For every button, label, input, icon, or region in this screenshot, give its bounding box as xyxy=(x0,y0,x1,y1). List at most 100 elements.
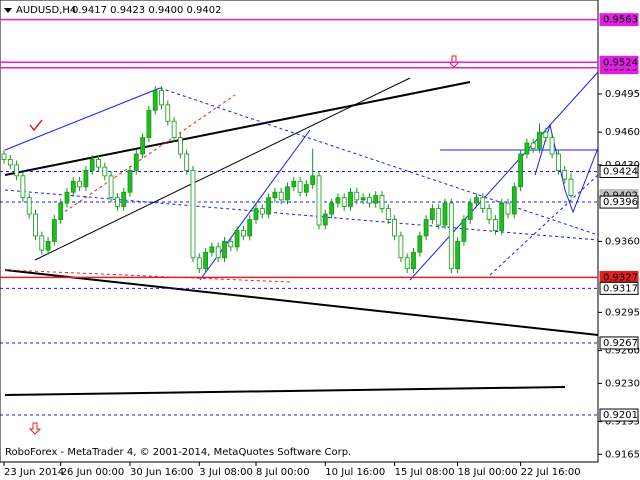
candle-body xyxy=(492,219,498,231)
level-label-box xyxy=(599,13,639,27)
header-symbol: AUDUSD,H4 xyxy=(16,5,76,16)
plot-frame xyxy=(0,0,599,463)
y-tick-label: 0.9230 xyxy=(605,378,640,389)
candle-body xyxy=(322,213,328,226)
candle-body xyxy=(379,195,385,210)
candle-body xyxy=(7,159,13,166)
candle-body xyxy=(341,197,347,207)
y-tick-label: 0.9195 xyxy=(605,417,640,428)
candle-body xyxy=(52,219,57,242)
x-tick-label: 30 Jun 16:00 xyxy=(130,467,194,478)
candle-body xyxy=(537,131,542,149)
candle-body xyxy=(467,202,473,220)
candle-body xyxy=(499,202,505,231)
candle-body xyxy=(329,202,335,215)
candle-body xyxy=(373,195,379,204)
candle-body xyxy=(524,142,530,155)
candle-body xyxy=(26,197,32,215)
candle-body xyxy=(291,180,297,188)
candle-body xyxy=(133,153,139,171)
y-tick-label: 0.9495 xyxy=(605,89,640,100)
candle-body xyxy=(285,186,290,201)
candle-body xyxy=(177,137,183,155)
candle-body xyxy=(196,257,202,270)
level-label-box xyxy=(599,164,639,178)
y-tick-label: 0.9260 xyxy=(605,346,640,357)
candle-body xyxy=(316,175,322,226)
level-label: 0.9201 xyxy=(603,410,638,421)
candle-body xyxy=(152,90,158,111)
level-label: 0.9424 xyxy=(603,166,638,177)
candle-body xyxy=(568,178,574,196)
candle-body xyxy=(278,191,284,201)
level-label: 0.9317 xyxy=(603,283,638,294)
level-label: 0.9563 xyxy=(603,15,638,26)
candle-body xyxy=(505,202,511,215)
candle-body xyxy=(366,197,372,204)
candle-body xyxy=(165,104,171,122)
candle-body xyxy=(423,219,429,237)
x-tick-label: 10 Jul 16:00 xyxy=(325,467,385,478)
candle-body xyxy=(234,230,240,248)
candle-body xyxy=(89,159,95,171)
x-tick-label: 18 Jul 00:00 xyxy=(458,467,518,478)
candle-body xyxy=(417,235,423,253)
level-label-box xyxy=(599,195,639,209)
candle-body xyxy=(121,191,127,207)
candle-body xyxy=(335,197,341,204)
candle-body xyxy=(297,180,303,193)
candle-body xyxy=(511,186,517,215)
candle-body xyxy=(190,169,196,259)
x-tick-label: 23 Jun 2014 xyxy=(4,467,64,478)
x-tick-label: 26 Jun 00:00 xyxy=(61,467,125,478)
candle-body xyxy=(108,175,114,199)
x-tick-label: 22 Jul 16:00 xyxy=(521,467,581,478)
candle-body xyxy=(20,175,26,199)
candle-body xyxy=(385,208,391,220)
header-quote: 0.9417 0.9423 0.9400 0.9402 xyxy=(72,5,222,16)
y-tick-label: 0.9165 xyxy=(605,449,640,460)
candle-body xyxy=(549,137,555,155)
level-label: 0.9396 xyxy=(603,197,638,208)
candle-body xyxy=(253,208,259,220)
candle-body xyxy=(518,153,523,188)
level-label-box xyxy=(599,336,639,350)
candle-body xyxy=(480,197,486,210)
candle-body xyxy=(310,175,316,185)
y-tick-label: 0.9360 xyxy=(605,236,640,247)
candle-body xyxy=(58,202,64,220)
candle-body xyxy=(77,180,82,188)
candle-body xyxy=(303,184,309,193)
candle-body xyxy=(436,208,442,226)
candle-body xyxy=(543,131,549,139)
footer: RoboForex - MetaTrader 4, © 2001-2014, M… xyxy=(5,447,351,458)
candle-body xyxy=(259,208,265,215)
candle-body xyxy=(115,197,120,207)
level-label: 0.9327 xyxy=(603,272,638,283)
level-label: 0.9267 xyxy=(603,338,638,349)
candle-body xyxy=(228,240,234,248)
candle-body xyxy=(33,213,38,237)
candle-body xyxy=(530,142,536,149)
candle-body xyxy=(448,202,454,270)
x-tick-label: 8 Jul 00:00 xyxy=(256,467,310,478)
candle-body xyxy=(455,240,461,270)
candle-body xyxy=(96,159,101,168)
candle-body xyxy=(272,191,278,199)
candle-body xyxy=(486,208,492,220)
candle-body xyxy=(360,197,366,201)
candle-body xyxy=(146,109,152,139)
candle-body xyxy=(140,137,146,155)
candle-body xyxy=(215,246,221,259)
y-tick-label: 0.9295 xyxy=(605,307,640,318)
candle-body xyxy=(392,219,398,237)
candle-body xyxy=(102,166,108,177)
candle-body xyxy=(70,180,76,193)
candle-body xyxy=(442,202,448,226)
candle-body xyxy=(556,153,561,171)
candle-body xyxy=(398,235,404,259)
level-label-box xyxy=(599,408,639,422)
level-label-box xyxy=(599,55,639,69)
candle-body xyxy=(39,235,45,251)
